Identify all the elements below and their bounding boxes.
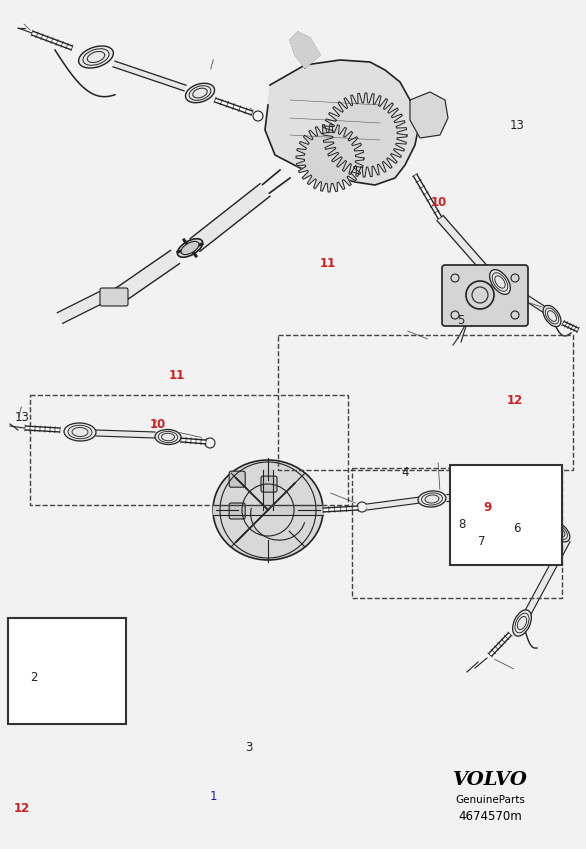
Ellipse shape [509,488,533,502]
Ellipse shape [64,423,96,441]
Ellipse shape [550,522,570,542]
Polygon shape [265,60,420,185]
Ellipse shape [155,430,181,445]
Polygon shape [522,538,570,620]
Ellipse shape [185,83,214,103]
Polygon shape [113,61,186,91]
Polygon shape [115,250,179,301]
Polygon shape [447,492,510,502]
Bar [352,468,562,598]
FancyBboxPatch shape [229,503,245,519]
FancyBboxPatch shape [261,476,277,492]
Polygon shape [323,93,407,177]
Text: 12: 12 [506,394,523,408]
Ellipse shape [513,610,532,636]
FancyBboxPatch shape [100,288,128,306]
Text: 3: 3 [246,740,253,754]
Text: 5: 5 [457,314,464,328]
Text: 13: 13 [509,119,524,132]
Text: VOLVO: VOLVO [452,771,527,789]
Text: 8: 8 [458,518,465,531]
Polygon shape [410,92,448,138]
Polygon shape [290,32,320,68]
Bar [278,335,573,470]
Ellipse shape [79,46,114,68]
Polygon shape [530,493,557,528]
Text: 4674570m: 4674570m [458,811,522,824]
Polygon shape [268,505,323,515]
Polygon shape [263,470,273,510]
Polygon shape [296,124,364,192]
Text: GenuineParts: GenuineParts [455,795,525,805]
Text: 4: 4 [402,466,409,480]
Bar [450,465,562,565]
FancyBboxPatch shape [442,265,528,326]
Polygon shape [213,505,268,515]
Bar [8,618,126,724]
Text: 10: 10 [430,195,447,209]
Ellipse shape [181,241,199,255]
Polygon shape [190,183,270,251]
FancyBboxPatch shape [229,471,245,487]
Polygon shape [96,430,155,438]
Ellipse shape [543,306,561,327]
Ellipse shape [418,491,446,507]
Ellipse shape [213,460,323,560]
Text: 7: 7 [478,535,485,548]
Ellipse shape [178,239,203,257]
Text: 12: 12 [14,801,30,815]
Text: 9: 9 [483,501,492,514]
Text: 11: 11 [169,368,185,382]
Text: 10: 10 [150,418,166,431]
Polygon shape [367,497,420,510]
Polygon shape [437,216,493,278]
Text: 2: 2 [30,671,38,684]
Ellipse shape [490,270,510,295]
Text: 11: 11 [320,256,336,270]
Text: 13: 13 [15,411,30,424]
Text: 1: 1 [210,790,217,803]
Bar [30,395,348,505]
Polygon shape [24,627,112,715]
Text: 6: 6 [513,521,520,535]
Polygon shape [464,473,548,557]
Polygon shape [57,292,105,323]
Polygon shape [512,288,547,312]
